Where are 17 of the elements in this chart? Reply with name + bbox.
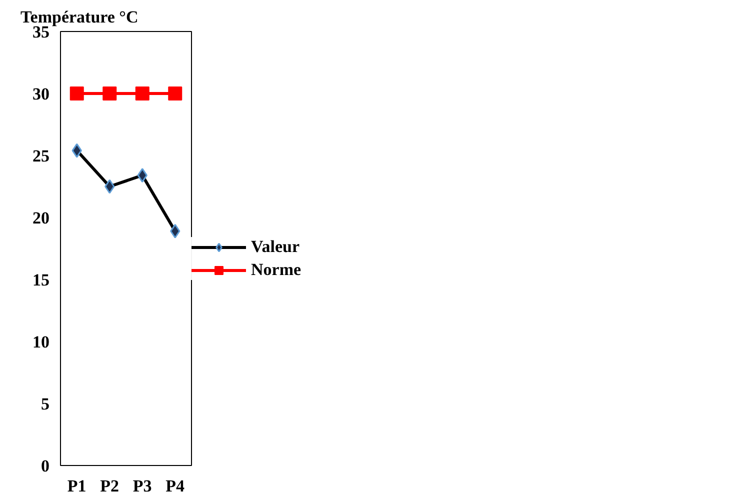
y-tick-label: 30 bbox=[32, 84, 50, 104]
point bbox=[135, 86, 150, 100]
y-tick-label: 15 bbox=[32, 270, 50, 290]
point bbox=[102, 86, 117, 100]
y-tick-label: 10 bbox=[32, 332, 50, 352]
y-tick-label: 0 bbox=[41, 456, 50, 476]
x-tick-label: P2 bbox=[100, 476, 120, 496]
legend-label: Valeur bbox=[251, 237, 300, 257]
point bbox=[168, 86, 182, 100]
point bbox=[70, 86, 84, 100]
y-tick-label: 25 bbox=[32, 146, 50, 166]
x-tick-label: P4 bbox=[166, 476, 186, 496]
legend-label: Norme bbox=[251, 260, 302, 280]
y-tick-label: 5 bbox=[41, 394, 50, 414]
y-tick-label: 20 bbox=[32, 208, 50, 228]
x-tick-label: P1 bbox=[67, 476, 86, 496]
x-tick-label: P3 bbox=[132, 476, 152, 496]
